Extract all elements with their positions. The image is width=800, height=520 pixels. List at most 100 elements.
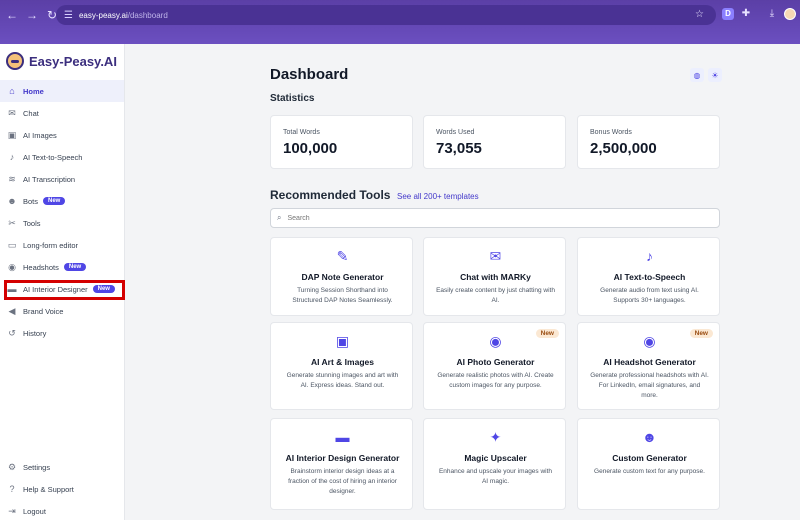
tool-card[interactable]: ◉ AI Photo Generator Generate realistic ph… (423, 322, 566, 410)
sidebar-item-brand-voice[interactable]: ◀ Brand Voice (0, 300, 124, 322)
sidebar-item-label: Chat (23, 108, 39, 118)
tool-card-description: Generate audio from text using AI. Suppo… (600, 287, 699, 304)
sidebar-item-label: AI Text-to-Speech (23, 152, 83, 162)
tool-card-title: AI Interior Design Generator (285, 453, 400, 463)
sidebar-item-long-form-editor[interactable]: ▭ Long-form editor (0, 234, 124, 256)
sidebar-item-logout[interactable]: ⇥ Logout (0, 500, 124, 520)
sidebar-item-label: Tools (23, 218, 41, 228)
sofa-icon: ▬ (335, 429, 350, 445)
profile-avatar[interactable] (784, 8, 796, 20)
main-content: Dashboard ◍ ☀ Statistics Total Words 100… (125, 44, 800, 520)
sidebar-item-ai-interior-designer[interactable]: ▬ AI Interior Designer New (0, 278, 124, 300)
tool-card[interactable]: ▬ AI Interior Design Generator Brainstorm … (270, 418, 413, 510)
sidebar-item-settings[interactable]: ⚙ Settings (0, 456, 124, 478)
sidebar-item-label: Bots (23, 196, 39, 206)
theme-sun-icon[interactable]: ☀ (708, 68, 722, 82)
sidebar-item-help-support[interactable]: ? Help & Support (0, 478, 124, 500)
tools-icon: ✂ (8, 217, 16, 228)
stat-words-used: Words Used 73,055 (423, 115, 566, 169)
megaphone-icon: ◀ (8, 305, 16, 316)
tool-card[interactable]: ✉ Chat with MARKy Easily create content by… (423, 237, 566, 316)
tool-card-title: AI Text-to-Speech (613, 272, 686, 282)
tool-card[interactable]: ✦ Magic Upscaler Enhance and upscale your … (423, 418, 566, 510)
tool-card-description: Brainstorm interior design ideas at a fr… (288, 468, 397, 495)
stat-total-words: Total Words 100,000 (270, 115, 413, 169)
browser-chrome: ← → ↻ ☰ easy-peasy.ai/dashboard ☆ D ✚ ⤓ (0, 0, 800, 44)
tool-card-description: Generate realistic photos with AI. Creat… (437, 372, 554, 389)
home-icon: ⌂ (9, 86, 15, 96)
tool-card-description: Generate custom text for any purpose. (594, 468, 705, 475)
new-badge: New (535, 329, 559, 338)
tool-card-title: Custom Generator (612, 453, 687, 463)
site-info-icon[interactable]: ☰ (64, 9, 73, 21)
stat-value: 2,500,000 (590, 140, 657, 157)
sidebar-item-ai-images[interactable]: ▣ AI Images (0, 124, 124, 146)
see-all-templates-link[interactable]: See all 200+ templates (397, 192, 479, 201)
address-bar[interactable]: ☰ easy-peasy.ai/dashboard ☆ (56, 5, 716, 25)
waveform-icon: ≋ (8, 173, 16, 184)
sidebar-item-headshots[interactable]: ◉ Headshots New (0, 256, 124, 278)
extensions-puzzle-icon[interactable]: ✚ (741, 8, 751, 19)
extension-icon[interactable]: D (722, 8, 734, 20)
highlight-box (4, 280, 125, 300)
tool-card-title: Chat with MARKy (460, 272, 531, 282)
download-icon[interactable]: ⤓ (769, 8, 775, 19)
new-badge: New (63, 263, 87, 271)
stat-value: 100,000 (283, 140, 338, 157)
tool-card-title: AI Photo Generator (456, 357, 535, 367)
sidebar-item-ai-transcription[interactable]: ≋ AI Transcription (0, 168, 124, 190)
logo-mascot-icon (6, 52, 24, 70)
new-badge: New (92, 285, 115, 293)
search-input[interactable] (287, 214, 688, 222)
logo-text: Easy-Peasy.AI (29, 53, 117, 69)
recommended-tools-heading: Recommended Tools (270, 188, 391, 202)
bookmark-star-icon[interactable]: ☆ (695, 9, 704, 20)
sidebar-item-tools[interactable]: ✂ Tools (0, 212, 124, 234)
chat-bubbles-icon: ✉ (489, 247, 502, 264)
stat-bonus-words: Bonus Words 2,500,000 (577, 115, 720, 169)
tool-search: ⌕ (270, 208, 720, 228)
image-icon: ▣ (7, 129, 17, 140)
sidebar-item-bots[interactable]: ☻ Bots New (0, 190, 124, 212)
microphone-icon: ♪ (646, 248, 653, 264)
camera-icon: ◉ (8, 261, 16, 272)
sidebar-item-label: Headshots (23, 262, 59, 272)
sofa-icon: ▬ (7, 284, 17, 294)
sidebar-item-chat[interactable]: ✉ Chat (0, 102, 124, 124)
sparkles-icon: ✦ (489, 428, 502, 445)
tool-card-title: DAP Note Generator (301, 272, 384, 282)
sidebar-item-label: Brand Voice (23, 306, 64, 316)
tool-card[interactable]: ♪ AI Text-to-Speech Generate audio from te… (577, 237, 720, 316)
chat-icon: ✉ (8, 107, 16, 118)
language-globe-icon[interactable]: ◍ (690, 68, 704, 82)
forward-icon[interactable]: → (26, 8, 38, 22)
sidebar-item-history[interactable]: ↺ History (0, 322, 124, 344)
tool-card-description: Generate stunning images and art with AI… (286, 372, 399, 389)
stat-label: Words Used (436, 129, 475, 136)
tool-card[interactable]: ▣ AI Art & Images Generate stunning images… (270, 322, 413, 410)
tool-card-title: AI Art & Images (311, 357, 374, 367)
logout-icon: ⇥ (8, 505, 16, 516)
back-icon[interactable]: ← (6, 8, 18, 22)
reload-icon[interactable]: ↻ (46, 8, 58, 22)
sidebar-bottom-nav: ⚙ Settings? Help & Support ⇥ Logout (0, 456, 124, 520)
tool-card[interactable]: ◉ AI Headshot Generator Generate professio… (577, 322, 720, 410)
robot-icon: ☻ (642, 429, 657, 445)
search-icon: ⌕ (277, 213, 282, 222)
sidebar-item-ai-text-to-speech[interactable]: ♪ AI Text-to-Speech (0, 146, 124, 168)
camera-icon: ◉ (489, 332, 502, 349)
new-badge: New (689, 329, 713, 338)
help-icon: ? (9, 484, 15, 494)
tool-card[interactable]: ☻ Custom Generator Generate custom text fo… (577, 418, 720, 510)
statistics-heading: Statistics (270, 93, 315, 104)
new-badge: New (43, 197, 66, 205)
tool-card[interactable]: ✎ DAP Note Generator Turning Session Short… (270, 237, 413, 316)
sidebar-item-label: Settings (23, 462, 51, 472)
logo[interactable]: Easy-Peasy.AI (6, 52, 117, 70)
sidebar: Easy-Peasy.AI ⌂ Home ✉ Chat ▣ AI Images ♪ AI Te… (0, 44, 125, 520)
url-path: /dashboard (127, 10, 168, 20)
stat-label: Bonus Words (590, 129, 632, 136)
history-icon: ↺ (8, 327, 16, 338)
tool-card-description: Easily create content by just chatting w… (436, 287, 555, 304)
sidebar-item-home[interactable]: ⌂ Home (0, 80, 124, 102)
